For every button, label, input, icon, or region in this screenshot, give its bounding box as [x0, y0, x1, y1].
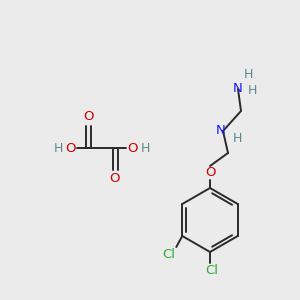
Text: O: O	[128, 142, 138, 154]
Text: N: N	[233, 82, 243, 95]
Text: O: O	[205, 167, 215, 179]
Text: O: O	[65, 142, 75, 154]
Text: O: O	[83, 110, 93, 124]
Text: Cl: Cl	[206, 263, 218, 277]
Text: H: H	[140, 142, 150, 154]
Text: H: H	[247, 85, 257, 98]
Text: N: N	[216, 124, 226, 137]
Text: O: O	[110, 172, 120, 185]
Text: H: H	[243, 68, 253, 82]
Text: H: H	[53, 142, 63, 154]
Text: H: H	[232, 133, 242, 146]
Text: Cl: Cl	[162, 248, 175, 260]
